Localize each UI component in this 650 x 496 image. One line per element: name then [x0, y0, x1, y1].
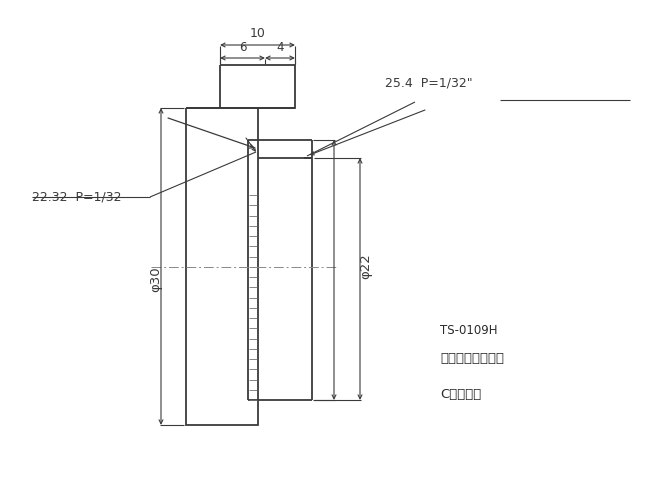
Text: 4: 4: [276, 41, 284, 54]
Text: 対物レンズ鏡筒枚: 対物レンズ鏡筒枚: [440, 352, 504, 365]
Text: TS-0109H: TS-0109H: [440, 323, 497, 336]
Text: 6: 6: [239, 41, 246, 54]
Text: φ22: φ22: [359, 253, 372, 279]
Text: Cユニット: Cユニット: [440, 388, 481, 401]
Text: φ30: φ30: [150, 266, 162, 292]
Text: 10: 10: [250, 27, 265, 40]
Text: 22.32  P=1/32: 22.32 P=1/32: [32, 190, 122, 203]
Text: 25.4  P=1/32": 25.4 P=1/32": [385, 77, 473, 90]
